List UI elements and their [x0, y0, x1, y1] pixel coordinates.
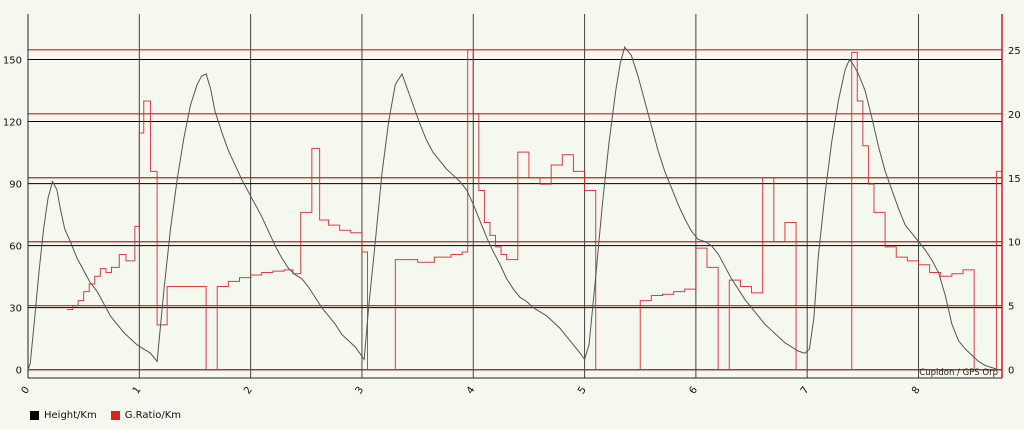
y-left-tick-label: 150: [3, 56, 22, 67]
y-right-tick-label: 15: [1008, 174, 1021, 185]
y-left-tick-label: 30: [9, 304, 22, 315]
x-tick-label: 8: [910, 385, 923, 397]
legend-swatch-height: [30, 410, 39, 420]
x-tick-label: 1: [131, 385, 144, 397]
y-right-tick-label: 0: [1008, 366, 1014, 377]
legend-label-height: Height/Km: [44, 409, 97, 421]
y-left-tick-label: 60: [9, 242, 22, 253]
series-ratio-line: [66, 49, 1002, 371]
legend-item-height: Height/Km: [30, 410, 97, 421]
chart-legend: Height/Km G.Ratio/Km: [30, 407, 181, 423]
series-height-line: [27, 46, 999, 371]
x-tick-label: 0: [20, 385, 33, 397]
x-tick-label: 2: [242, 385, 255, 397]
y-left-tick-label: 0: [16, 366, 22, 377]
legend-item-ratio: G.Ratio/Km: [110, 409, 182, 421]
chart-credit: Cupidon / GPS Orp: [919, 368, 998, 378]
x-tick-label: 4: [465, 385, 478, 397]
plot-background: [28, 14, 1002, 378]
legend-swatch-ratio: [110, 410, 120, 420]
y-right-tick-label: 5: [1008, 302, 1014, 313]
x-tick-label: 7: [799, 385, 812, 397]
legend-label-ratio: G.Ratio/Km: [124, 409, 182, 421]
y-right-tick-label: 10: [1008, 238, 1021, 249]
y-right-tick-label: 25: [1008, 46, 1021, 57]
y-left-tick-label: 120: [3, 118, 22, 129]
x-tick-label: 6: [688, 385, 701, 397]
x-tick-label: 5: [576, 385, 589, 397]
x-tick-label: 3: [354, 385, 367, 397]
y-right-tick-label: 20: [1008, 110, 1021, 121]
y-left-tick-label: 90: [9, 180, 22, 191]
